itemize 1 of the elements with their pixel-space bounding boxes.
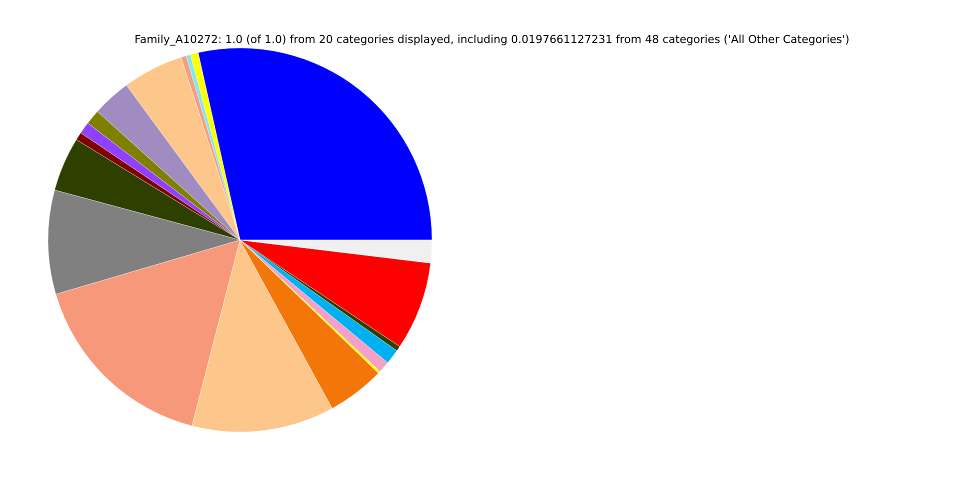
text: Family_A10272: 1.0 (of 1.0) from 20 categories displayed, including 0.0197661127231 from 48 categories ('All Other Categories')	[134, 33, 850, 46]
